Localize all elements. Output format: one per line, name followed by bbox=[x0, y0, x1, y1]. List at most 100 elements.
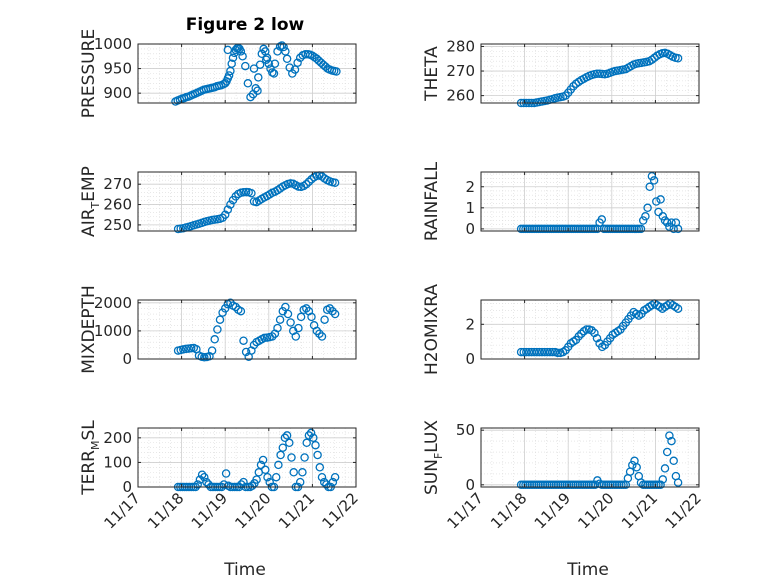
data-point bbox=[226, 200, 235, 209]
data-point bbox=[577, 329, 586, 339]
data-point bbox=[315, 463, 325, 472]
data-point bbox=[268, 332, 277, 341]
y-tick-label: 0 bbox=[465, 350, 475, 368]
y-tick-label: 50 bbox=[456, 421, 475, 439]
y-tick-label: 2 bbox=[465, 178, 475, 196]
data-point bbox=[597, 215, 607, 224]
data-point bbox=[302, 438, 311, 448]
data-point bbox=[330, 309, 340, 319]
data-point bbox=[636, 224, 646, 234]
data-point bbox=[241, 347, 251, 357]
y-axis-label: H2OMIXRA bbox=[422, 284, 442, 375]
data-point bbox=[278, 443, 288, 452]
data-point bbox=[319, 477, 329, 487]
data-point bbox=[253, 86, 262, 95]
data-point bbox=[280, 433, 290, 443]
axes-box bbox=[137, 427, 357, 488]
data-point bbox=[315, 329, 324, 338]
y-tick-label: 1000 bbox=[94, 35, 132, 53]
data-point bbox=[574, 332, 583, 341]
data-point bbox=[665, 222, 674, 232]
data-point bbox=[291, 332, 301, 341]
data-point bbox=[328, 477, 338, 487]
data-point bbox=[273, 47, 282, 56]
y-tick-label: 270 bbox=[446, 62, 475, 80]
data-point bbox=[236, 306, 246, 316]
data-point bbox=[260, 333, 269, 343]
data-point bbox=[197, 470, 207, 479]
data-point bbox=[325, 304, 335, 313]
data-point bbox=[231, 302, 240, 312]
data-point bbox=[239, 477, 248, 487]
data-point bbox=[249, 64, 259, 73]
data-point bbox=[261, 465, 270, 475]
data-point bbox=[294, 182, 303, 191]
data-point bbox=[241, 187, 251, 197]
data-point bbox=[215, 315, 225, 324]
data-point bbox=[658, 475, 668, 484]
y-tick-label: 0 bbox=[465, 220, 475, 238]
data-point bbox=[282, 54, 292, 64]
data-point bbox=[243, 79, 253, 88]
data-point bbox=[193, 480, 202, 489]
data-point bbox=[632, 463, 641, 472]
y-tick-label: 0 bbox=[122, 478, 132, 496]
y-tick-label: 260 bbox=[103, 196, 132, 214]
data-point bbox=[313, 450, 322, 460]
data-point bbox=[239, 188, 248, 197]
data-point bbox=[300, 453, 309, 462]
data-point bbox=[220, 79, 230, 88]
data-point bbox=[269, 69, 279, 78]
data-point bbox=[628, 460, 637, 470]
subplot-5: 0 2 H2OMIXRA bbox=[422, 284, 700, 375]
data-point bbox=[221, 469, 231, 478]
data-point bbox=[302, 304, 311, 313]
data-point bbox=[275, 315, 285, 324]
y-tick-label: 270 bbox=[103, 175, 132, 193]
y-axis-label: AIRTEMP bbox=[79, 166, 102, 237]
data-point bbox=[309, 433, 318, 443]
data-point bbox=[231, 45, 240, 55]
data-point bbox=[213, 325, 222, 334]
data-point bbox=[662, 447, 672, 457]
data-point bbox=[656, 195, 665, 204]
data-point bbox=[282, 431, 292, 440]
data-point bbox=[210, 335, 219, 344]
data-point bbox=[247, 481, 257, 491]
data-point bbox=[641, 212, 650, 221]
data-point bbox=[294, 323, 303, 333]
axes-box bbox=[137, 43, 357, 104]
data-point bbox=[537, 347, 547, 357]
data-point bbox=[306, 428, 316, 438]
axes-box bbox=[480, 171, 700, 232]
data-point bbox=[317, 472, 327, 482]
data-point bbox=[317, 332, 327, 341]
data-point bbox=[270, 59, 280, 68]
y-tick-label: 1 bbox=[465, 199, 475, 217]
data-point bbox=[569, 82, 578, 91]
data-point bbox=[662, 218, 672, 227]
data-point bbox=[304, 177, 314, 187]
data-point bbox=[587, 326, 596, 335]
data-point bbox=[263, 472, 272, 482]
y-tick-label: 0 bbox=[465, 476, 475, 494]
data-point bbox=[239, 336, 248, 345]
data-point bbox=[226, 298, 235, 308]
data-point bbox=[236, 47, 246, 56]
data-point bbox=[597, 69, 607, 79]
data-point bbox=[258, 455, 268, 465]
data-point bbox=[647, 171, 657, 181]
data-point bbox=[256, 460, 266, 470]
y-axis-label: SUNFLUX bbox=[422, 420, 445, 495]
y-tick-label: 950 bbox=[103, 60, 132, 78]
x-axis-label-left: Time bbox=[223, 560, 266, 580]
axes-box bbox=[480, 427, 700, 488]
data-point bbox=[532, 347, 542, 357]
y-tick-label: 260 bbox=[446, 87, 475, 105]
data-point bbox=[553, 348, 562, 358]
data-point bbox=[669, 456, 678, 466]
